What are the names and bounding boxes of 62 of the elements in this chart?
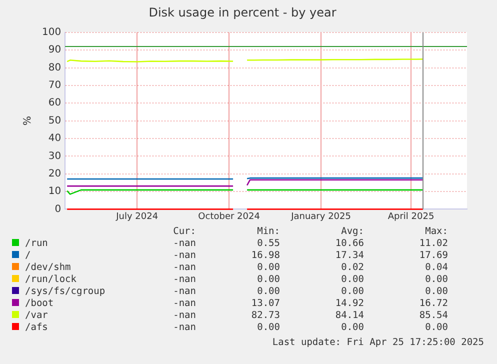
text: 16.98 [250, 250, 281, 262]
text: -nan [172, 238, 197, 250]
text: 0.00 [256, 322, 281, 334]
y-tick-label: 80 [48, 62, 62, 74]
text: 17.34 [334, 250, 365, 262]
x-tick-label: April 2025 [388, 212, 434, 222]
text: -nan [172, 286, 197, 298]
text: Max: [424, 226, 449, 238]
legend-label: /run [24, 238, 49, 250]
y-tick-label: 20 [48, 168, 62, 180]
legend-label: /run/lock [24, 274, 78, 286]
text: 14.92 [334, 298, 365, 310]
y-tick-label: 60 [48, 98, 62, 109]
text: 85.54 [418, 310, 449, 322]
legend-label: /boot [24, 298, 55, 310]
text: 0.00 [340, 322, 365, 334]
text: 0.00 [340, 286, 365, 298]
legend-label: / [24, 250, 32, 262]
text: Min: [256, 226, 281, 238]
legend-label: /afs [24, 322, 49, 334]
text: 0.04 [424, 262, 449, 274]
x-tick-label: January 2025 [290, 212, 351, 222]
text: -nan [172, 262, 197, 274]
y-tick-label: 30 [48, 150, 62, 162]
y-tick-label: 90 [48, 44, 62, 56]
text: Last update: Fri Apr 25 17:25:00 2025 [272, 337, 484, 348]
legend-label: /var [24, 310, 49, 322]
y-tick-label: 70 [48, 80, 62, 92]
text: 0.00 [424, 322, 449, 334]
text: -nan [172, 322, 197, 334]
x-tick-label: July 2024 [115, 212, 158, 222]
y-tick-label: 50 [48, 115, 62, 126]
x-tick-label: October 2024 [198, 212, 260, 222]
legend-label: /sys/fs/cgroup [24, 286, 106, 298]
legend-label: /dev/shm [24, 262, 72, 274]
chart-title: Disk usage in percent - by year [148, 5, 336, 20]
text: 0.00 [424, 286, 449, 298]
text: 0.55 [256, 238, 281, 250]
text: Cur: [172, 226, 197, 238]
text: 0.00 [256, 262, 281, 274]
text: 0.02 [340, 262, 365, 274]
text: 0.00 [256, 274, 281, 286]
y-tick-label: 0 [54, 204, 62, 215]
text: -nan [172, 310, 197, 322]
text: 84.14 [334, 310, 365, 322]
y-axis-title: % [22, 116, 34, 126]
y-tick-label: 100 [42, 26, 62, 38]
text: Avg: [340, 226, 365, 238]
y-tick-label: 10 [48, 186, 62, 198]
text: 10.66 [334, 238, 365, 250]
text: -nan [172, 250, 197, 262]
text: -nan [172, 298, 197, 310]
y-tick-label: 40 [48, 133, 62, 144]
text: 16.72 [418, 298, 449, 310]
text: 0.00 [256, 286, 281, 298]
text: 0.00 [340, 274, 365, 286]
text: 17.69 [418, 250, 449, 262]
text: 11.02 [418, 238, 449, 250]
text: 0.00 [424, 274, 449, 286]
text: 82.73 [250, 310, 281, 322]
text: -nan [172, 274, 197, 286]
text: 13.07 [250, 298, 281, 310]
